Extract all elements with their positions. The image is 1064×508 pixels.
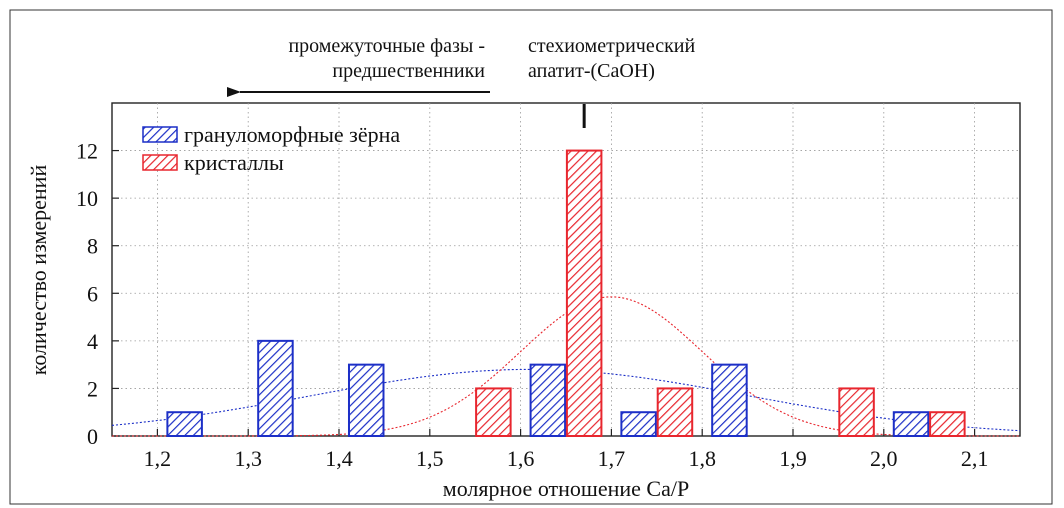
x-tick-label: 1,6	[507, 446, 535, 471]
x-tick-label: 1,7	[598, 446, 626, 471]
plot-area: 0 2 4 6 8 10 12 1,2 1,3 1,4 1,5 1,6 1,7 1,8 1,9 2,0 2,1	[76, 102, 1021, 471]
bar-crystals	[838, 387, 875, 437]
bar-crystals	[565, 149, 603, 437]
y-axis-ticks: 0 2 4 6 8 10 12	[76, 139, 119, 449]
legend-swatch-granular	[142, 126, 178, 143]
x-tick-label: 1,9	[779, 446, 807, 471]
x-axis-ticks: 1,2 1,3 1,4 1,5 1,6 1,7 1,8 1,9 2,0 2,1	[144, 429, 989, 471]
y-tick-label: 8	[87, 234, 98, 259]
figure-border	[9, 9, 1053, 505]
legend-label-crystals: кристаллы	[184, 150, 284, 175]
x-tick-label: 2,1	[961, 446, 989, 471]
y-tick-label: 6	[87, 281, 98, 306]
bar-crystals	[929, 411, 966, 438]
legend-label-granular: грануломорфные зёрна	[184, 122, 400, 147]
y-tick-label: 4	[87, 329, 98, 354]
gridlines	[112, 103, 1020, 436]
stoichiometric-apatite-annotation: стехиометрический апатит-(CaOH)	[528, 35, 696, 128]
bar-granular	[257, 339, 294, 438]
apatite-text-line1: стехиометрический	[528, 35, 696, 57]
x-tick-label: 1,3	[234, 446, 262, 471]
bar-granular	[166, 411, 203, 438]
precursor-phases-annotation: промежуточные фазы - предшественники	[227, 35, 490, 97]
legend-swatch-crystals	[142, 154, 178, 171]
precursor-text-line2: предшественники	[332, 60, 485, 82]
apatite-text-line2: апатит-(CaOH)	[528, 60, 655, 82]
bar-granular	[620, 411, 657, 438]
precursor-text-line1: промежуточные фазы -	[288, 35, 485, 57]
bar-granular	[529, 363, 567, 437]
y-axis-label: количество измерений	[26, 165, 51, 376]
bar-crystals	[656, 387, 694, 437]
legend: грануломорфные зёрна кристаллы	[142, 122, 400, 175]
bar-granular	[892, 411, 930, 438]
y-tick-label: 2	[87, 376, 98, 401]
x-tick-label: 1,2	[144, 446, 172, 471]
y-tick-label: 0	[87, 424, 98, 449]
bar-crystals	[475, 387, 512, 437]
x-axis-label: молярное отношение Ca/P	[443, 476, 689, 501]
y-tick-label: 12	[76, 139, 98, 164]
bar-granular	[711, 363, 748, 437]
histogram-bars	[166, 149, 966, 438]
y-tick-label: 10	[76, 186, 98, 211]
x-tick-label: 2,0	[870, 446, 898, 471]
bar-granular	[347, 363, 385, 437]
x-tick-label: 1,4	[325, 446, 353, 471]
x-tick-label: 1,5	[416, 446, 444, 471]
x-tick-label: 1,8	[688, 446, 716, 471]
